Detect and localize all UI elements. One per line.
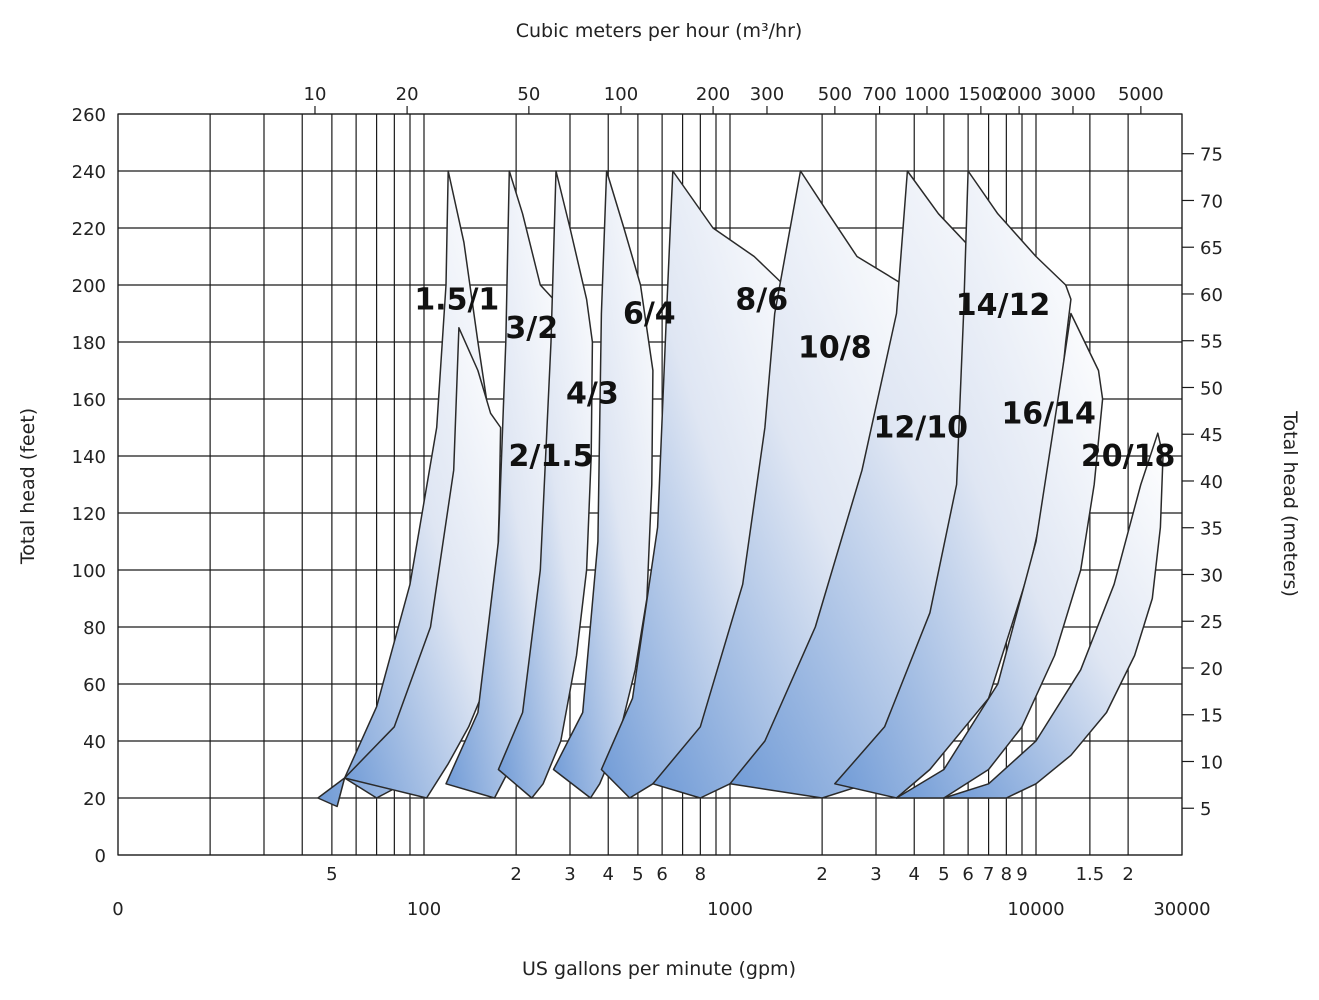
x-axis-title: US gallons per minute (gpm) — [522, 958, 796, 980]
y-tick-label: 160 — [72, 390, 106, 411]
y2-tick-label: 45 — [1200, 425, 1223, 446]
region-label: 1.5/1 — [414, 282, 499, 317]
x-minor-tick-label: 4 — [603, 864, 614, 885]
top-axis-title: Cubic meters per hour (m³/hr) — [516, 20, 803, 42]
region-16-14 — [895, 312, 1104, 799]
region-label: 2/1.5 — [508, 439, 593, 474]
performance-regions — [317, 170, 1164, 808]
region-label: 8/6 — [735, 282, 788, 317]
plot-frame — [117, 113, 1183, 856]
x-minor-tick-label: 6 — [962, 864, 973, 885]
y2-tick-label: 40 — [1200, 472, 1223, 493]
y-tick-label: 40 — [83, 732, 106, 753]
y2-tick-label: 75 — [1200, 145, 1223, 166]
y-tick-label: 60 — [83, 675, 106, 696]
top-tick-label: 10 — [304, 84, 327, 105]
region-14-12 — [834, 170, 1072, 799]
y2-tick-label: 55 — [1200, 332, 1223, 353]
y-tick-label: 240 — [72, 162, 106, 183]
top-tick-label: 1500 — [958, 84, 1004, 105]
region-label: 20/18 — [1081, 439, 1175, 474]
y-axis-title: Total head (feet) — [17, 408, 39, 565]
region-labels: 1.5/1 2/1.5 3/24/3 6/4 8/6 10/8 12/10 14/12 16/1… — [414, 282, 1175, 474]
y-tick-label: 120 — [72, 504, 106, 525]
x-minor-tick-label: 5 — [938, 864, 949, 885]
x-minor-tick-label: 2 — [816, 864, 827, 885]
top-tick-label: 1000 — [904, 84, 950, 105]
y-tick-label: 100 — [72, 561, 106, 582]
y2-tick-label: 50 — [1200, 378, 1223, 399]
y2-tick-label: 15 — [1200, 706, 1223, 727]
axes-layer: 0204060801001201401601802002202402605101… — [72, 84, 1223, 920]
region-label: 3/2 — [505, 311, 558, 346]
y2-axis-title: Total head (meters) — [1279, 410, 1301, 597]
y2-tick-label: 10 — [1200, 752, 1223, 773]
y-tick-label: 260 — [72, 105, 106, 126]
y-tick-label: 200 — [72, 276, 106, 297]
top-tick-label: 50 — [517, 84, 540, 105]
region-label: 16/14 — [1001, 396, 1095, 431]
top-tick-label: 3000 — [1050, 84, 1096, 105]
top-tick-label: 5000 — [1118, 84, 1164, 105]
x-minor-tick-label: 1.5 — [1076, 864, 1105, 885]
top-tick-label: 700 — [862, 84, 896, 105]
x-minor-tick-label: 5 — [632, 864, 643, 885]
x-minor-tick-label: 2 — [1122, 864, 1133, 885]
region-label: 10/8 — [798, 331, 872, 366]
x-minor-tick-label: 4 — [909, 864, 920, 885]
top-tick-label: 500 — [818, 84, 852, 105]
y2-tick-label: 35 — [1200, 519, 1223, 540]
y-tick-label: 140 — [72, 447, 106, 468]
y2-tick-label: 70 — [1200, 191, 1223, 212]
region-label: 14/12 — [956, 288, 1050, 323]
top-tick-label: 100 — [604, 84, 638, 105]
y2-tick-label: 5 — [1200, 799, 1211, 820]
x-major-tick-label: 1000 — [707, 899, 753, 920]
y2-tick-label: 20 — [1200, 659, 1223, 680]
x-minor-tick-label: 8 — [1001, 864, 1012, 885]
y2-tick-label: 30 — [1200, 565, 1223, 586]
x-major-tick-label: 100 — [407, 899, 441, 920]
x-major-tick-label: 30000 — [1153, 899, 1210, 920]
x-minor-tick-label: 6 — [656, 864, 667, 885]
x-minor-tick-label: 9 — [1016, 864, 1027, 885]
y-tick-label: 20 — [83, 789, 106, 810]
y2-tick-label: 60 — [1200, 285, 1223, 306]
top-tick-label: 20 — [396, 84, 419, 105]
top-tick-label: 300 — [750, 84, 784, 105]
x-major-tick-label: 10000 — [1007, 899, 1064, 920]
x-minor-tick-label: 3 — [564, 864, 575, 885]
region-label: 12/10 — [873, 411, 967, 446]
x-minor-tick-label: 3 — [870, 864, 881, 885]
x-major-tick-label: 0 — [112, 899, 123, 920]
y-tick-label: 220 — [72, 219, 106, 240]
x-minor-tick-label: 2 — [510, 864, 521, 885]
y-tick-label: 0 — [95, 846, 106, 867]
top-tick-label: 200 — [696, 84, 730, 105]
region-2-1-5 — [343, 327, 502, 799]
x-minor-tick-label: 7 — [983, 864, 994, 885]
top-tick-label: 2000 — [996, 84, 1042, 105]
y2-tick-label: 25 — [1200, 612, 1223, 633]
y-tick-label: 80 — [83, 618, 106, 639]
x-minor-tick-label: 8 — [695, 864, 706, 885]
y2-tick-label: 65 — [1200, 238, 1223, 259]
region-label: 6/4 — [623, 297, 676, 332]
region-label: 4/3 — [566, 376, 619, 411]
region-4-3 — [497, 170, 594, 799]
region-20-18 — [943, 432, 1164, 799]
y-tick-label: 180 — [72, 333, 106, 354]
x-minor-tick-label: 5 — [326, 864, 337, 885]
